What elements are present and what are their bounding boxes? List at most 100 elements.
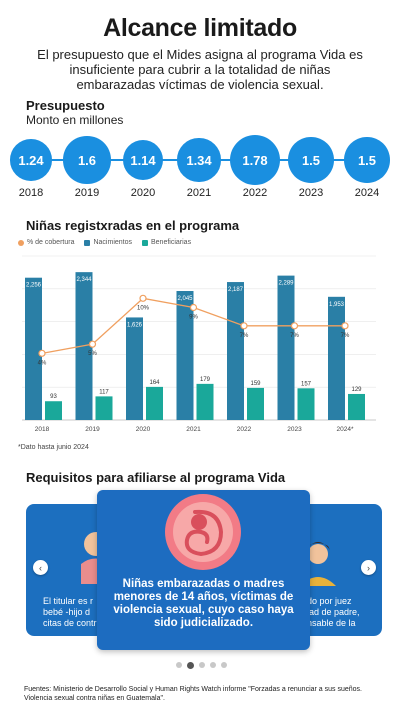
label-coverage-2019: 5% <box>88 351 97 357</box>
label-beneficiaries-2024*: 129 <box>351 387 362 393</box>
budget-year-2023: 2023 <box>298 187 324 199</box>
budget-year-2024: 2024 <box>354 187 380 199</box>
page-subtitle: El presupuesto que el Mides asigna al pr… <box>37 47 363 92</box>
next-card-line-1: ado por juez <box>302 596 352 606</box>
label-coverage-2020: 10% <box>137 305 150 311</box>
coverage-point-2020 <box>139 294 147 302</box>
carousel-dot[interactable] <box>187 661 194 669</box>
bar-beneficiaries-2018 <box>45 401 62 420</box>
next-card-line-3: onsable de la <box>302 618 356 628</box>
budget-bubble-2020: 1.14 <box>123 140 163 180</box>
tick-2024*: 2024* <box>337 426 354 433</box>
label-beneficiaries-2019: 117 <box>99 389 109 395</box>
fetus-icon <box>165 494 241 570</box>
bar-births-2020 <box>126 317 143 420</box>
legend-swatch-coverage <box>18 239 24 246</box>
label-coverage-2022: 7% <box>240 333 249 339</box>
coverage-point-2019 <box>88 340 97 348</box>
label-births-2019: 2,344 <box>76 277 92 283</box>
label-beneficiaries-2022: 159 <box>250 381 261 387</box>
sources-footer: Fuentes: Ministerio de Desarrollo Social… <box>24 686 362 702</box>
page-title: Alcance limitado <box>103 14 297 42</box>
budget-year-2021: 2021 <box>186 187 212 199</box>
legend-item-births: Nacimientos <box>84 239 132 246</box>
requirements-title: Requisitos para afiliarse al programa Vi… <box>26 470 286 485</box>
budget-year-2018: 2018 <box>18 187 44 199</box>
bar-births-2022 <box>227 282 244 420</box>
tick-2018: 2018 <box>35 426 50 433</box>
prev-card-line-3: citas de contr <box>43 618 97 628</box>
bar-beneficiaries-2022 <box>247 387 264 420</box>
coverage-point-2024* <box>341 322 349 330</box>
carousel-dots <box>176 661 227 669</box>
carousel-dot[interactable] <box>221 662 227 668</box>
carousel-dot[interactable] <box>210 662 216 668</box>
label-births-2021: 2,045 <box>177 296 193 302</box>
next-card-line-2: idad de padre, <box>302 607 360 617</box>
chart-legend: % de cobertura Nacimientos Beneficiarias <box>18 239 191 246</box>
legend-swatch-beneficiaries <box>142 239 148 246</box>
budget-bubble-2021: 1.34 <box>177 138 221 182</box>
program-chart: 2,256 93 2018 2,344 117 2019 1,626 164 2020 2,045… <box>22 255 376 433</box>
carousel-card-active[interactable]: Niñas embarazadas o madres menores de 14… <box>97 490 310 650</box>
label-births-2023: 2,289 <box>278 281 294 287</box>
label-births-2024*: 1,953 <box>329 302 345 308</box>
budget-subtitle: Monto en millones <box>26 113 124 127</box>
label-beneficiaries-2018: 93 <box>50 394 57 400</box>
chevron-left-icon: ‹ <box>39 562 42 573</box>
tick-2020: 2020 <box>136 426 151 433</box>
carousel-prev-button[interactable]: ‹ <box>33 560 48 575</box>
bar-beneficiaries-2020 <box>146 386 163 420</box>
bar-births-2021 <box>176 291 194 420</box>
tick-2023: 2023 <box>287 426 302 433</box>
bar-beneficiaries-2021 <box>196 383 214 420</box>
tick-2022: 2022 <box>237 426 252 433</box>
label-births-2022: 2,187 <box>228 287 244 293</box>
carousel-dot[interactable] <box>176 662 182 668</box>
carousel-next-button[interactable]: › <box>361 560 376 575</box>
budget-year-2022: 2022 <box>242 187 268 199</box>
bar-beneficiaries-2023 <box>297 388 315 420</box>
program-title: Niñas registxradas en el programa <box>26 218 240 233</box>
coverage-point-2022 <box>240 322 248 330</box>
chart-note: *Dato hasta junio 2024 <box>18 444 89 451</box>
label-beneficiaries-2021: 179 <box>200 377 211 383</box>
budget-bubble-2024: 1.5 <box>344 137 390 183</box>
bar-births-2023 <box>277 275 295 420</box>
label-beneficiaries-2023: 157 <box>301 381 312 387</box>
budget-year-2019: 2019 <box>74 187 100 199</box>
budget-year-2020: 2020 <box>130 187 156 199</box>
legend-swatch-births <box>84 239 91 246</box>
legend-label-beneficiaries: Beneficiarias <box>151 239 192 246</box>
label-coverage-2024*: 7% <box>341 333 350 339</box>
tick-2019: 2019 <box>85 426 100 433</box>
coverage-point-2023 <box>290 322 299 330</box>
label-coverage-2023: 7% <box>290 333 299 339</box>
chevron-right-icon: › <box>367 562 370 573</box>
label-births-2020: 1,626 <box>127 322 143 328</box>
label-births-2018: 2,256 <box>26 283 42 289</box>
budget-timeline: 1.24 2018 1.6 2019 1.14 2020 1.34 2021 1.78 2022 1… <box>0 135 400 202</box>
label-coverage-2021: 9% <box>189 315 198 321</box>
label-coverage-2018: 4% <box>38 360 47 366</box>
budget-bubble-2022: 1.78 <box>230 135 280 185</box>
prev-card-line-2: bebé -hijo d <box>43 607 91 617</box>
budget-title: Presupuesto <box>26 98 105 113</box>
bar-beneficiaries-2019 <box>95 396 113 420</box>
budget-bubble-2018: 1.24 <box>10 139 52 181</box>
legend-label-births: Nacimientos <box>93 239 132 246</box>
coverage-point-2018 <box>38 349 46 357</box>
label-beneficiaries-2020: 164 <box>149 380 160 386</box>
bar-births-2018 <box>25 277 42 420</box>
carousel-dot[interactable] <box>199 662 205 668</box>
bar-beneficiaries-2024* <box>348 393 365 420</box>
requirement-text: Niñas embarazadas o madres menores de 14… <box>113 578 294 629</box>
bar-births-2024* <box>328 296 345 420</box>
budget-bubble-2019: 1.6 <box>63 136 111 184</box>
legend-item-coverage: % de cobertura <box>18 239 74 246</box>
legend-item-beneficiaries: Beneficiarias <box>142 239 191 246</box>
legend-label-coverage: % de cobertura <box>27 239 75 246</box>
prev-card-line-1: El titular es r <box>43 596 94 606</box>
coverage-point-2021 <box>189 303 198 312</box>
tick-2021: 2021 <box>186 426 201 433</box>
